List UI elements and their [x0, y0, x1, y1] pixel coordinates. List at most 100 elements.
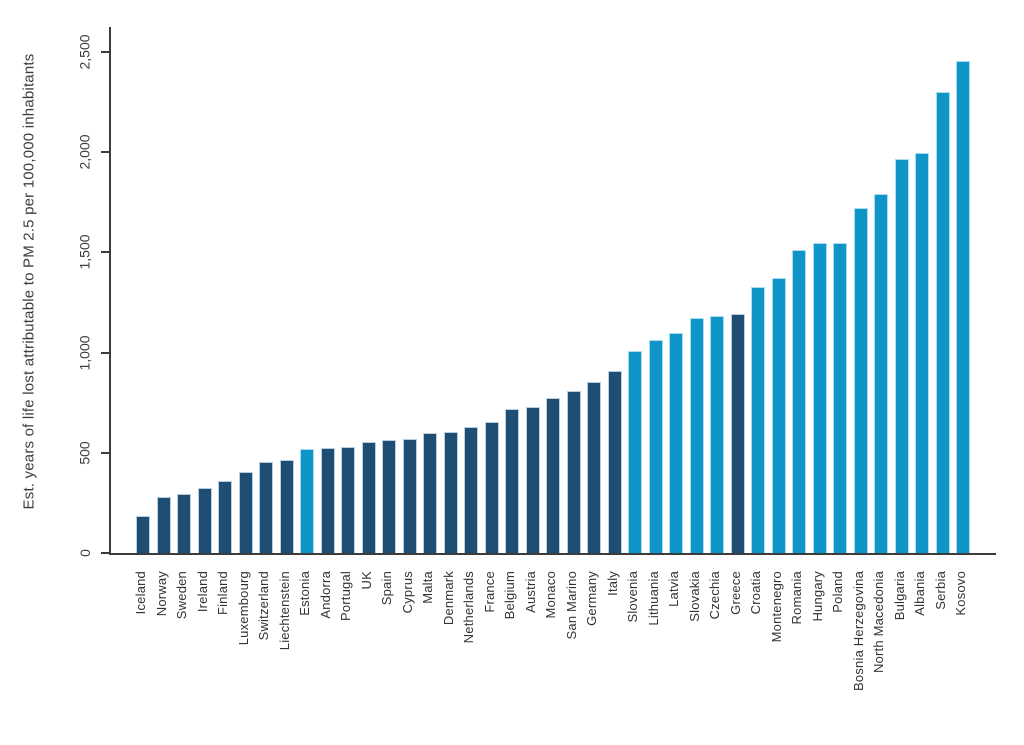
bar-malta — [423, 433, 437, 553]
bar-latvia — [669, 333, 683, 553]
x-label-albania: Albania — [912, 571, 927, 616]
x-label-malta: Malta — [420, 571, 435, 604]
x-label-netherlands: Netherlands — [461, 571, 476, 644]
bar-norway — [156, 497, 171, 553]
bar-greece — [730, 314, 745, 553]
bar-monaco — [546, 398, 560, 553]
bar-romania — [792, 250, 806, 553]
x-label-portugal: Portugal — [338, 571, 353, 622]
x-label-slovakia: Slovakia — [686, 571, 702, 622]
x-label-finland: Finland — [215, 571, 230, 616]
x-label-romania: Romania — [789, 571, 804, 625]
x-label-latvia: Latvia — [666, 571, 681, 607]
bar-bosnia-herzegovina — [853, 208, 868, 553]
y-tick-mark — [101, 151, 109, 154]
x-axis-labels: Iceland Norway Sweden Ireland Finland Luxembo… — [111, 562, 996, 742]
bar-cyprus — [402, 439, 417, 553]
bar-croatia — [751, 287, 765, 553]
x-label-austria: Austria — [522, 571, 538, 613]
bar-montenegro — [771, 278, 786, 553]
x-label-belgium: Belgium — [502, 571, 517, 620]
y-tick-mark — [101, 552, 109, 554]
x-label-andorra: Andorra — [317, 571, 333, 619]
bar-san-marino — [566, 391, 581, 553]
x-label-montenegro: Montenegro — [768, 571, 784, 643]
y-tick-mark — [101, 51, 109, 53]
bar-uk — [361, 442, 376, 553]
y-tick-mark — [101, 251, 109, 254]
x-label-san-marino: San Marino — [563, 571, 579, 640]
y-tick-label-box: 2,500 — [75, 0, 95, 112]
x-label-bosnia-herzegovina: Bosnia Herzegovina — [850, 571, 866, 691]
y-tick-label: 1,500 — [77, 234, 94, 270]
x-label-sweden: Sweden — [174, 571, 189, 620]
x-label-estonia: Estonia — [297, 571, 312, 616]
bar-austria — [525, 407, 540, 553]
plot-area: 0 500 1,000 1,500 2,000 2,500 — [77, 27, 996, 557]
x-label-switzerland: Switzerland — [256, 571, 271, 641]
bar-switzerland — [259, 462, 273, 553]
bar-germany — [587, 382, 601, 553]
x-label-lithuania: Lithuania — [645, 571, 661, 626]
bar-albania — [915, 153, 929, 553]
x-label-denmark: Denmark — [440, 571, 456, 626]
y-axis-title: Est. years of life lost attributable to … — [20, 53, 38, 509]
bar-slovenia — [628, 351, 642, 553]
bar-portugal — [341, 447, 355, 553]
bar-kosovo — [956, 61, 970, 553]
bar-andorra — [320, 448, 335, 553]
x-label-germany: Germany — [584, 571, 599, 626]
bar-belgium — [505, 409, 519, 553]
x-label-croatia: Croatia — [748, 571, 763, 615]
x-label-czechia: Czechia — [707, 571, 722, 620]
bar-italy — [607, 371, 622, 553]
x-label-norway: Norway — [153, 571, 169, 617]
y-tick-label: 1,000 — [77, 335, 94, 371]
bar-north-macedonia — [874, 194, 888, 553]
y-tick-mark — [101, 451, 109, 454]
x-label-serbia: Serbia — [932, 571, 948, 610]
y-axis-title-box: Est. years of life lost attributable to … — [12, 0, 46, 562]
x-label-spain: Spain — [379, 571, 394, 606]
bar-serbia — [935, 92, 950, 553]
y-tick-label: 0 — [76, 549, 93, 557]
bar-hungary — [812, 243, 827, 553]
bar-spain — [382, 440, 396, 553]
x-label-ireland: Ireland — [194, 571, 210, 613]
bar-denmark — [443, 432, 458, 553]
x-label-italy: Italy — [604, 571, 620, 596]
bar-iceland — [136, 516, 150, 553]
x-label-kosovo: Kosovo — [953, 571, 968, 616]
bar-estonia — [300, 449, 314, 553]
bar-finland — [218, 481, 232, 553]
y-tick-label: 500 — [77, 441, 94, 465]
bar-poland — [833, 243, 847, 553]
x-label-slovenia: Slovenia — [625, 571, 640, 623]
bar-netherlands — [464, 427, 478, 553]
x-label-uk: UK — [358, 571, 374, 590]
bar-ireland — [197, 488, 212, 553]
x-label-iceland: Iceland — [133, 571, 148, 615]
x-label-hungary: Hungary — [809, 571, 825, 622]
x-label-bulgaria: Bulgaria — [891, 571, 907, 621]
bar-luxembourg — [238, 472, 253, 553]
y-tick-mark — [101, 351, 109, 354]
bar-czechia — [710, 316, 724, 553]
x-label-france: France — [481, 571, 497, 613]
y-tick-label: 2,500 — [77, 34, 94, 70]
bar-france — [484, 422, 499, 553]
x-label-monaco: Monaco — [543, 571, 558, 619]
bar-bulgaria — [894, 159, 909, 553]
x-label-north-macedonia: North Macedonia — [871, 571, 886, 673]
x-label-poland: Poland — [830, 571, 845, 613]
x-label-luxembourg: Luxembourg — [235, 571, 251, 646]
x-label-liechtenstein: Liechtenstein — [276, 571, 292, 651]
bar-lithuania — [648, 340, 663, 553]
bar-sweden — [177, 494, 191, 553]
y-tick-label: 2,000 — [77, 134, 94, 170]
x-label-greece: Greece — [727, 571, 743, 615]
x-label-cyprus: Cyprus — [399, 571, 415, 614]
bar-slovakia — [689, 318, 704, 553]
bar-liechtenstein — [279, 460, 294, 553]
